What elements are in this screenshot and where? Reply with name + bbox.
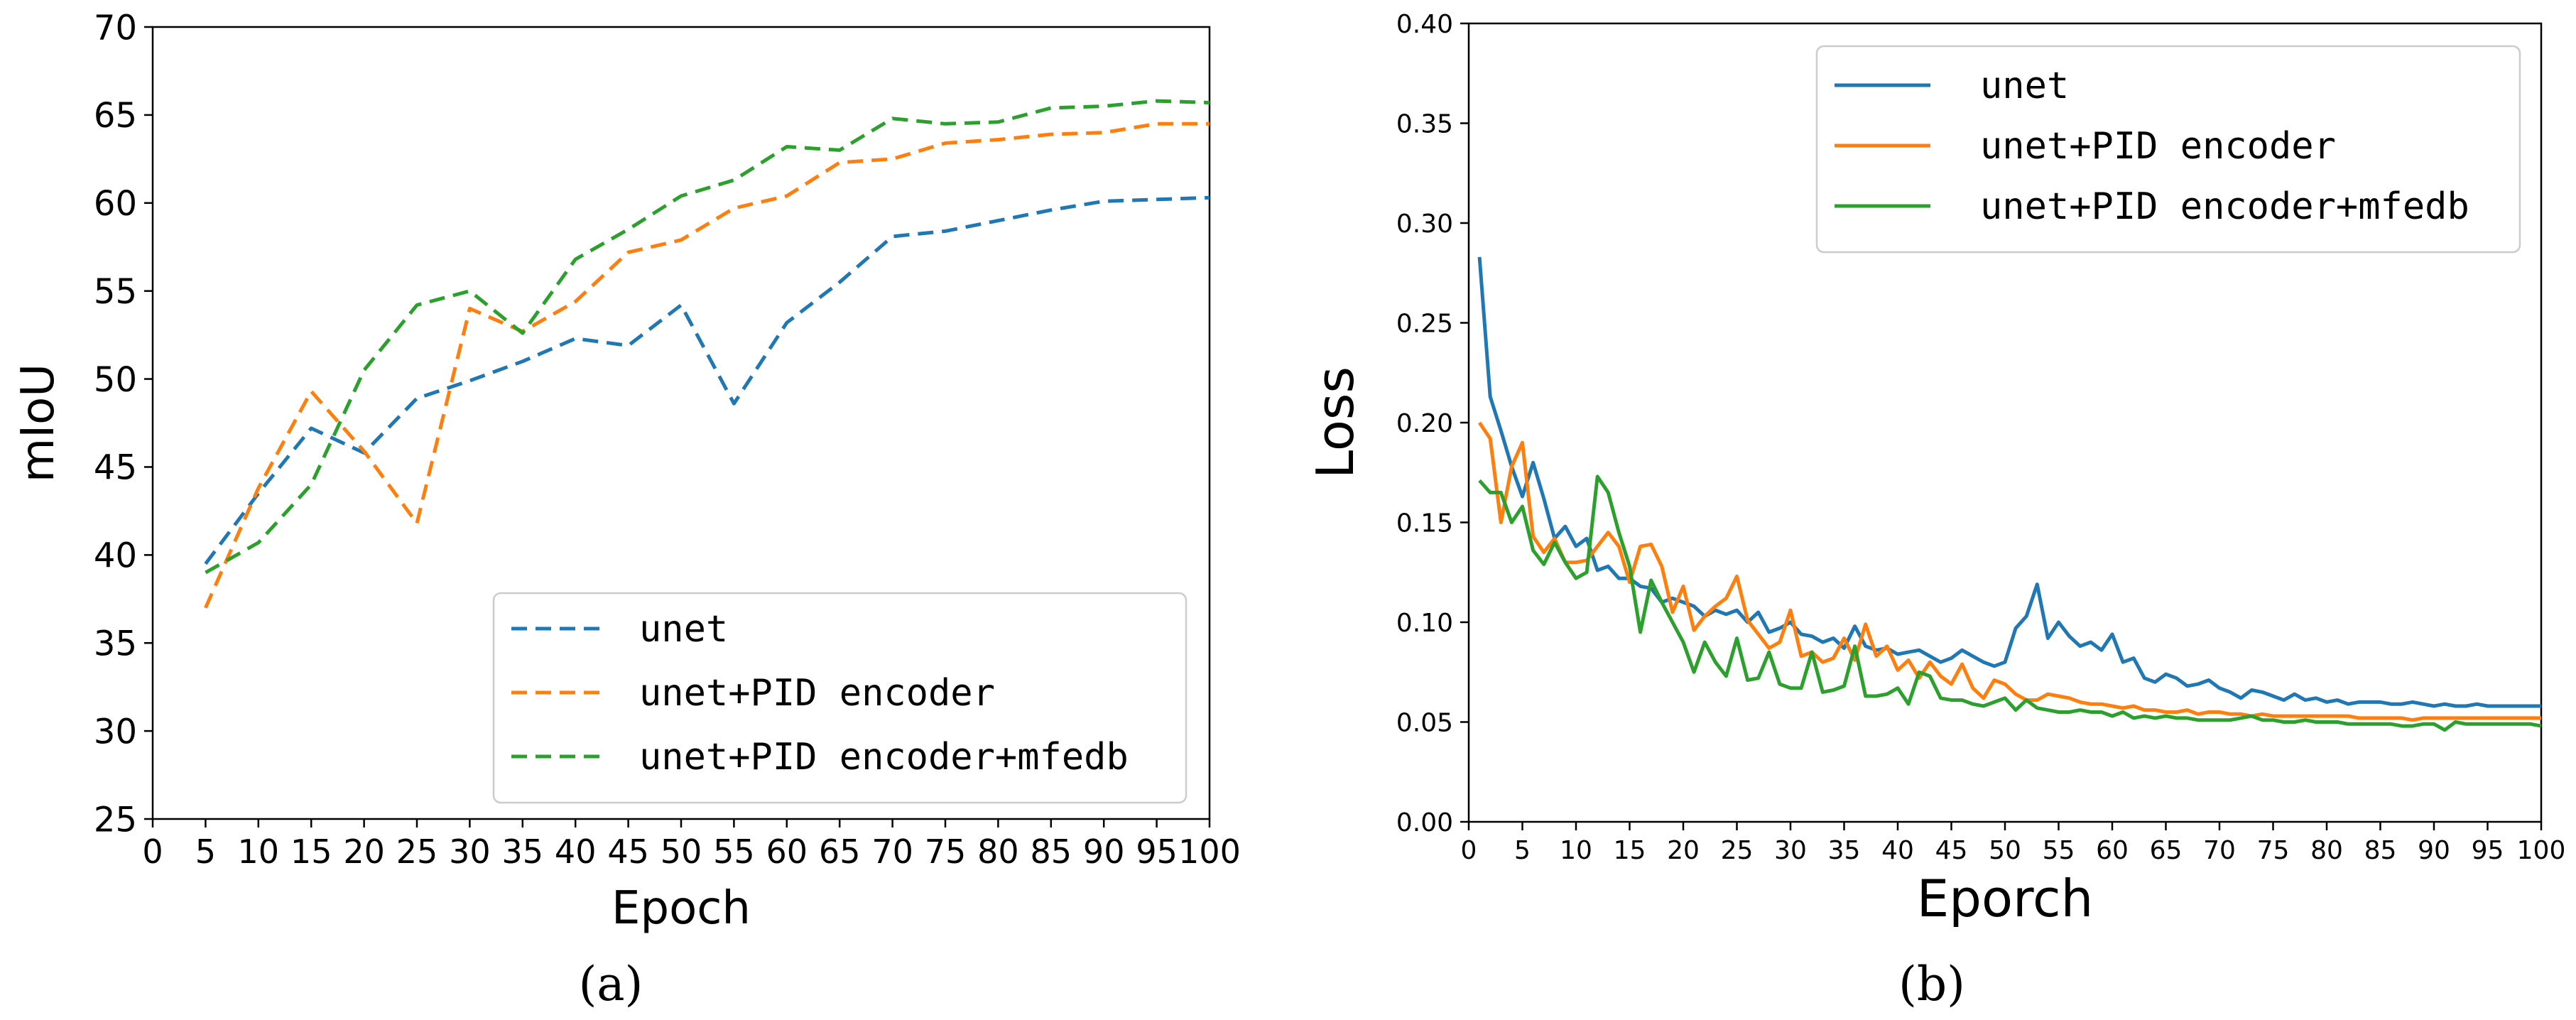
- series-line-unet-pid-encoder: [204, 121, 1210, 609]
- x-tick-label: 90: [1083, 832, 1125, 871]
- series-line-unet-pid-encoder-mfedb: [1478, 474, 2542, 732]
- y-tick-label: 0.35: [1396, 109, 1453, 139]
- x-tick-label: 55: [2043, 836, 2075, 865]
- x-tick-label: 30: [1774, 836, 1807, 865]
- y-tick-label: 30: [94, 712, 137, 752]
- x-tick-label: 100: [2517, 836, 2566, 865]
- x-tick-label: 10: [238, 832, 280, 871]
- x-tick-label: 5: [195, 832, 216, 871]
- x-tick-label: 45: [1935, 836, 1968, 865]
- y-tick-label: 40: [94, 536, 137, 576]
- legend-box: [492, 592, 1188, 804]
- legend-label: unet+PID encoder+mfedb: [639, 736, 1129, 778]
- y-tick-label: 0.25: [1396, 309, 1453, 338]
- panel-label: (b): [1898, 957, 1965, 1011]
- x-tick-label: 25: [1721, 836, 1754, 865]
- x-tick-label: 0: [142, 832, 163, 871]
- x-tick-label: 65: [2150, 836, 2183, 865]
- legend-label: unet+PID encoder: [639, 672, 995, 715]
- y-axis-label: Loss: [1305, 367, 1365, 479]
- x-tick-label: 20: [343, 832, 385, 871]
- legend-label: unet: [1980, 65, 2069, 107]
- x-tick-label: 40: [1881, 836, 1914, 865]
- x-tick-label: 85: [1031, 832, 1072, 871]
- x-tick-label: 95: [1136, 832, 1178, 871]
- y-tick-label: 0.15: [1396, 509, 1453, 538]
- chart-panel-a: 0 5 10 15 20 25 30 35 40 45 50 55 60 65 70 75 80 85 90 95 10…: [12, 8, 1241, 1011]
- legend-label: unet+PID encoder+mfedb: [1980, 185, 2469, 228]
- x-tick-label: 70: [2203, 836, 2236, 865]
- x-tick-label: 50: [1989, 836, 2021, 865]
- x-tick-label: 95: [2472, 836, 2504, 865]
- panel-label: (a): [579, 957, 643, 1011]
- x-tick-label: 60: [2096, 836, 2129, 865]
- x-tick-label: 70: [871, 832, 913, 871]
- x-tick-label: 90: [2418, 836, 2450, 865]
- y-tick-label: 70: [94, 8, 137, 48]
- x-axis-label: Eporch: [1917, 869, 2093, 928]
- x-axis-label: Epoch: [612, 882, 751, 935]
- x-tick-label: 60: [766, 832, 808, 871]
- series-line-unet-pid-encoder: [1478, 421, 2541, 722]
- x-tick-label: 80: [977, 832, 1019, 871]
- x-tick-label: 10: [1560, 836, 1592, 865]
- x-tick-label: 5: [1514, 836, 1531, 865]
- x-tick-label: 15: [1614, 836, 1646, 865]
- x-tick-label: 65: [819, 832, 861, 871]
- x-tick-label: 35: [1828, 836, 1861, 865]
- y-axis-label: mIoU: [12, 364, 65, 482]
- y-tick-label: 65: [94, 96, 137, 136]
- y-tick-label: 0.30: [1396, 210, 1453, 239]
- legend-label: unet+PID encoder: [1980, 125, 2336, 168]
- x-tick-label: 40: [555, 832, 597, 871]
- y-tick-label: 45: [94, 448, 137, 488]
- legend-label: unet: [639, 608, 728, 651]
- x-tick-label: 30: [449, 832, 491, 871]
- x-tick-label: 20: [1667, 836, 1700, 865]
- x-tick-label: 85: [2364, 836, 2397, 865]
- y-tick-label: 0.10: [1396, 609, 1453, 638]
- x-tick-label: 55: [713, 832, 755, 871]
- series-line-unet-pid-encoder-mfedb: [205, 99, 1210, 575]
- x-tick-label: 50: [661, 832, 702, 871]
- y-tick-label: 60: [94, 184, 137, 224]
- y-tick-label: 0.20: [1396, 409, 1453, 438]
- x-tick-label: 75: [2257, 836, 2290, 865]
- x-tick-label: 15: [290, 832, 332, 871]
- y-tick-label: 0.05: [1396, 708, 1453, 737]
- x-tick-label: 75: [925, 832, 967, 871]
- legend-box: [1815, 45, 2521, 254]
- y-tick-label: 55: [94, 272, 137, 312]
- y-tick-label: 0.40: [1396, 10, 1453, 39]
- x-tick-label: 0: [1461, 836, 1477, 865]
- series-line-unet: [204, 195, 1210, 565]
- chart-panel-b: 0 5 10 15 20 25 30 35 40 45 50 55 60 65 70 75 80 85 90 95 10…: [1305, 10, 2565, 1011]
- y-tick-label: 50: [94, 360, 137, 400]
- y-tick-label: 25: [94, 800, 137, 840]
- x-tick-label: 25: [396, 832, 438, 871]
- x-tick-label: 35: [502, 832, 544, 871]
- series-line-unet: [1477, 256, 2541, 708]
- y-tick-label: 35: [94, 624, 137, 664]
- x-tick-label: 100: [1178, 832, 1241, 871]
- x-tick-label: 80: [2310, 836, 2343, 865]
- x-tick-label: 45: [607, 832, 649, 871]
- y-tick-label: 0.00: [1396, 808, 1453, 837]
